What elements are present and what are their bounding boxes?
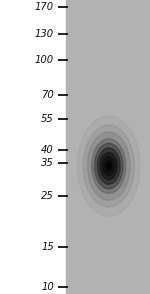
Text: 15: 15 [41,242,54,252]
Text: 170: 170 [35,2,54,12]
Ellipse shape [87,132,130,200]
Ellipse shape [92,139,126,193]
Ellipse shape [97,148,120,184]
Ellipse shape [105,160,113,173]
Bar [66,0,150,294]
Ellipse shape [94,143,123,189]
Text: 100: 100 [35,55,54,65]
Text: 25: 25 [41,191,54,201]
Ellipse shape [106,162,111,170]
Text: 10: 10 [41,282,54,292]
Ellipse shape [107,164,110,168]
Text: 130: 130 [35,29,54,39]
Ellipse shape [103,156,115,176]
Text: 55: 55 [41,113,54,123]
Text: 40: 40 [41,145,54,155]
Ellipse shape [83,125,134,207]
Ellipse shape [100,152,117,180]
Text: 35: 35 [41,158,54,168]
Text: 70: 70 [41,90,54,100]
